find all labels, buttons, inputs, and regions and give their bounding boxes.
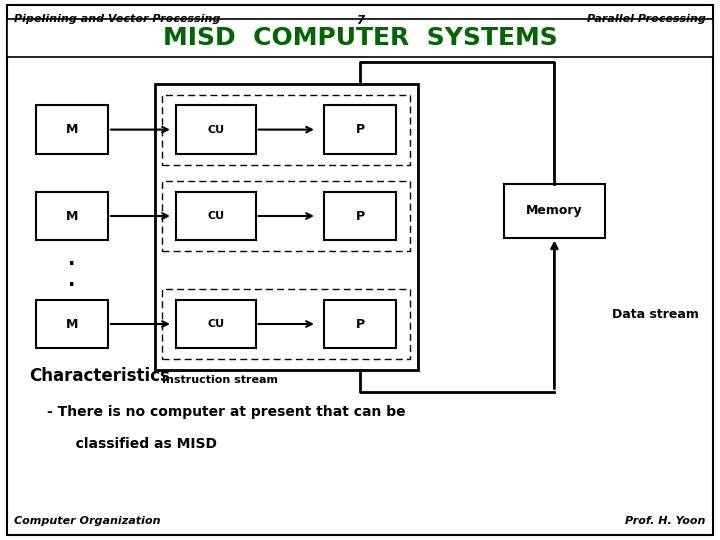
Bar	[176, 300, 256, 348]
Text: .: .	[68, 271, 76, 291]
Text: CU: CU	[207, 319, 225, 329]
Text: classified as MISD: classified as MISD	[61, 437, 217, 451]
Text: P: P	[356, 123, 364, 136]
Bar	[324, 300, 396, 348]
Text: Parallel Processing: Parallel Processing	[587, 14, 706, 24]
Text: MISD  COMPUTER  SYSTEMS: MISD COMPUTER SYSTEMS	[163, 26, 557, 50]
Bar	[162, 181, 410, 251]
Text: Prof. H. Yoon: Prof. H. Yoon	[625, 516, 706, 526]
Text: 7: 7	[356, 14, 364, 26]
Text: Memory: Memory	[526, 204, 582, 217]
Text: P: P	[356, 318, 364, 330]
Text: - There is no computer at present that can be: - There is no computer at present that c…	[47, 405, 405, 419]
Bar	[155, 84, 418, 370]
Bar	[176, 105, 256, 154]
Text: Pipelining and Vector Processing: Pipelining and Vector Processing	[14, 14, 221, 24]
Bar	[324, 105, 396, 154]
Bar	[162, 289, 410, 359]
Text: M: M	[66, 123, 78, 136]
Text: P: P	[356, 210, 364, 222]
Text: Computer Organization: Computer Organization	[14, 516, 161, 526]
Bar	[7, 19, 713, 57]
Bar	[324, 192, 396, 240]
Bar	[176, 192, 256, 240]
Bar	[36, 105, 108, 154]
Bar	[36, 192, 108, 240]
Text: M: M	[66, 210, 78, 222]
Bar	[36, 300, 108, 348]
Text: .: .	[68, 249, 76, 269]
Text: CU: CU	[207, 211, 225, 221]
Text: Data stream: Data stream	[612, 308, 699, 321]
Bar	[504, 184, 605, 238]
Text: Characteristics: Characteristics	[29, 367, 170, 385]
Text: M: M	[66, 318, 78, 330]
Text: CU: CU	[207, 125, 225, 134]
Text: Instruction stream: Instruction stream	[162, 375, 278, 386]
Bar	[162, 94, 410, 165]
